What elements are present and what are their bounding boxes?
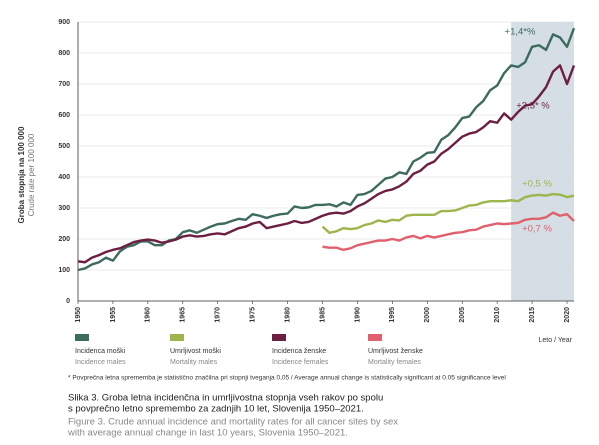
x-tick-label: 2020 <box>564 307 571 323</box>
annotation: +0,5 % <box>522 179 552 190</box>
caption-en: Figure 3. Crude annual incidence and mor… <box>68 417 398 428</box>
legend-label-en: Mortality females <box>368 359 421 366</box>
y-tick-label: 400 <box>58 174 70 181</box>
y-tick-label: 100 <box>58 267 70 274</box>
x-tick-label: 1995 <box>389 307 396 323</box>
x-tick-label: 1950 <box>75 307 82 323</box>
series-line <box>77 27 576 272</box>
caption-en: with average annual change in last 10 ye… <box>67 428 348 439</box>
x-tick-label: 2005 <box>459 307 466 323</box>
legend-label-en: Incidence males <box>75 359 126 366</box>
legend-swatch <box>170 334 184 341</box>
legend-label: Umrljivost ženske <box>368 348 423 355</box>
footnote: * Povprečna letna sprememba je statistič… <box>68 375 506 382</box>
x-tick-label: 2010 <box>494 307 501 323</box>
x-tick-label: 2000 <box>424 307 431 323</box>
x-tick-label: 1955 <box>110 307 117 323</box>
x-tick-label: 1975 <box>249 307 256 323</box>
annotation: +2,5* % <box>516 101 550 112</box>
legend-label-en: Incidence females <box>272 359 329 366</box>
y-tick-label: 800 <box>58 50 70 57</box>
y-tick-label: 300 <box>58 205 70 212</box>
y-axis-label-en: Crude rate per 100 000 <box>27 133 36 216</box>
x-tick-label: 2015 <box>529 307 536 323</box>
y-tick-label: 500 <box>58 143 70 150</box>
caption: s povprečno letno spremembo za zadnjih 1… <box>68 404 364 415</box>
series-line <box>77 64 576 264</box>
legend-swatch <box>272 334 286 341</box>
annotation: +0,7 % <box>522 224 552 235</box>
series-line <box>322 211 575 252</box>
series-line <box>321 192 575 234</box>
x-axis-label: Leto / Year <box>539 337 573 344</box>
x-tick-label: 1960 <box>145 307 152 323</box>
legend-swatch <box>75 334 89 341</box>
caption: Slika 3. Groba letna incidenčna in umrlj… <box>68 393 383 404</box>
y-tick-label: 200 <box>58 236 70 243</box>
y-tick-label: 700 <box>58 81 70 88</box>
legend-label: Incidenca ženske <box>272 348 326 355</box>
y-tick-label: 600 <box>58 112 70 119</box>
x-tick-label: 1980 <box>284 307 291 323</box>
legend-label-en: Mortality males <box>170 359 218 366</box>
y-tick-label: 900 <box>58 19 70 26</box>
x-tick-label: 1985 <box>319 307 326 323</box>
highlight-region <box>511 22 574 301</box>
annotation: +1,4*% <box>505 27 536 38</box>
y-tick-label: 0 <box>66 298 70 305</box>
legend-label: Umrljivost moški <box>170 348 221 355</box>
x-tick-label: 1990 <box>354 307 361 323</box>
legend-label: Incidenca moški <box>75 348 126 355</box>
legend-swatch <box>368 334 382 341</box>
y-axis-label: Groba stopnja na 100 000 <box>17 126 26 223</box>
x-tick-label: 1970 <box>215 307 222 323</box>
x-tick-label: 1965 <box>180 307 187 323</box>
